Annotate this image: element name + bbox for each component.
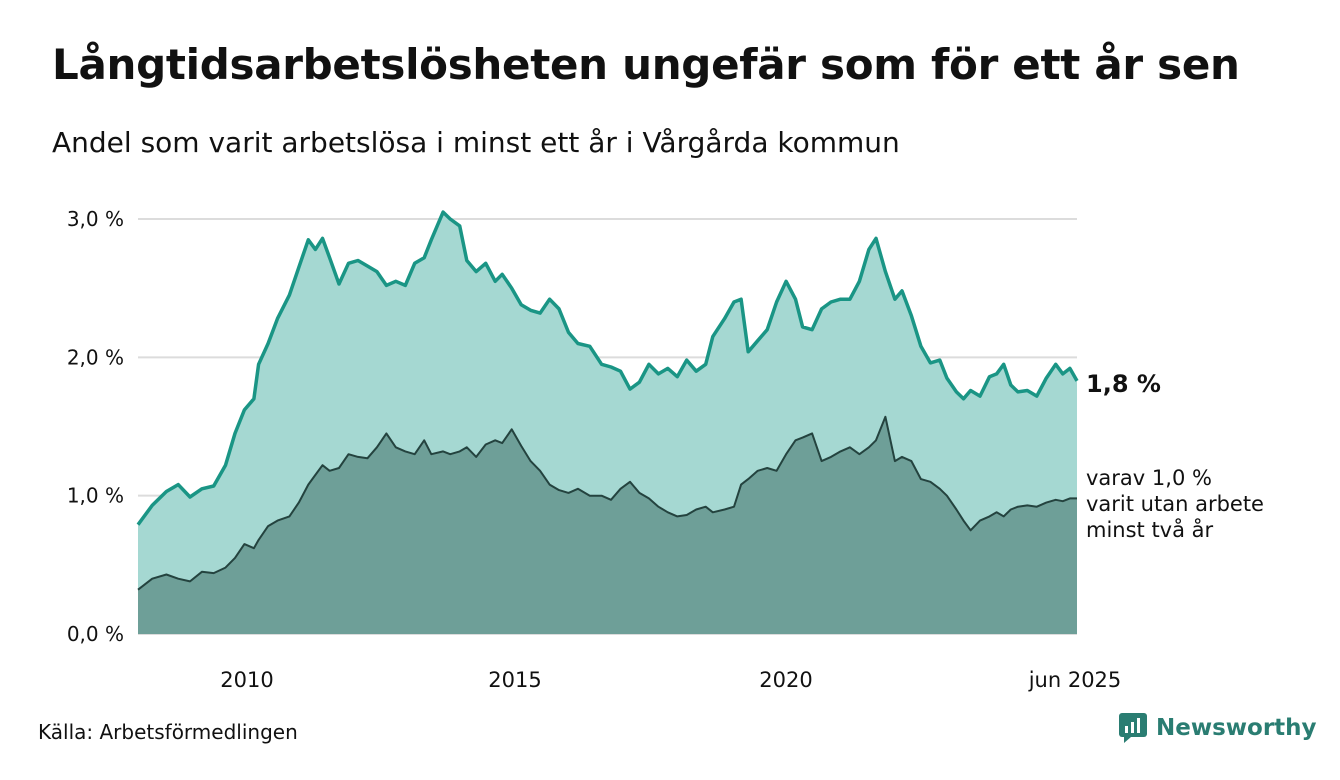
x-tick-label: 2015 [488, 668, 541, 692]
brand-logo[interactable]: Newsworthy [1118, 712, 1317, 744]
newsworthy-logo-icon [1119, 713, 1147, 743]
label-two-years-line: minst två år [1086, 517, 1214, 542]
brand-name: Newsworthy [1156, 715, 1317, 741]
x-tick-label: 2010 [220, 668, 273, 692]
label-total-value: 1,8 % [1086, 370, 1161, 398]
y-tick-label: 1,0 % [67, 484, 124, 508]
x-tick-label: jun 2025 [1028, 668, 1122, 692]
area-two-years [138, 416, 1077, 634]
y-axis-ticks: 0,0 % 1,0 % 2,0 % 3,0 % [67, 207, 124, 646]
y-tick-label: 2,0 % [67, 345, 124, 369]
label-two-years-line: varit utan arbete [1086, 492, 1264, 516]
label-two-years: varav 1,0 % varit utan arbete minst två år [1086, 466, 1264, 542]
label-two-years-line: varav 1,0 % [1086, 466, 1212, 490]
y-tick-label: 0,0 % [67, 622, 124, 646]
chart-subtitle: Andel som varit arbetslösa i minst ett å… [52, 126, 900, 159]
source-text: Källa: Arbetsförmedlingen [38, 720, 298, 744]
x-tick-label: 2020 [759, 668, 812, 692]
line-two-years [137, 415, 1077, 591]
chart-title: Långtidsarbetslösheten ungefär som för e… [52, 40, 1240, 89]
x-axis-ticks: 2010 2015 2020 jun 2025 [220, 668, 1121, 692]
line-total [136, 210, 1079, 526]
y-tick-label: 3,0 % [67, 207, 124, 231]
